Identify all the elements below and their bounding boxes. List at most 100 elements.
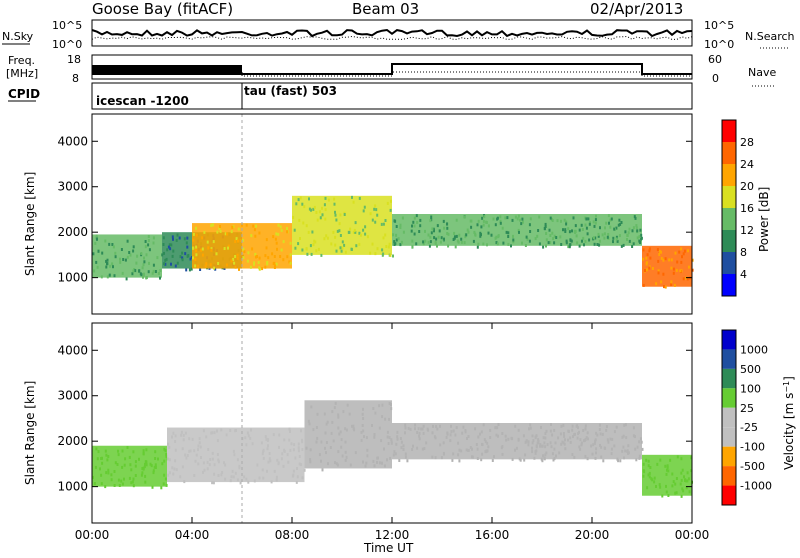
power-colorbar-tick: 12 (740, 224, 754, 237)
velocity-echo-speckle (225, 433, 228, 437)
power-echo-speckle (303, 205, 306, 209)
power-echo-speckle (289, 253, 292, 257)
velocity-echo-speckle (571, 428, 574, 432)
velocity-echo-speckle (383, 447, 385, 451)
power-echo-speckle (380, 222, 383, 226)
power-echo-speckle (382, 222, 385, 226)
power-ytick-label: 2000 (57, 225, 88, 239)
velocity-echo-speckle (537, 438, 540, 442)
velocity-echo-speckle (330, 431, 333, 435)
power-echo-speckle (276, 247, 278, 251)
power-echo-speckle (443, 237, 445, 241)
power-echo-speckle (369, 212, 372, 216)
velocity-echo-speckle (555, 454, 557, 458)
velocity-echo-speckle (203, 468, 206, 472)
power-echo-speckle (210, 224, 213, 227)
velocity-echo-speckle (381, 415, 384, 419)
power-echo-speckle (243, 250, 246, 254)
velocity-echo-speckle (586, 431, 589, 435)
power-echo-speckle (321, 213, 324, 217)
power-echo-speckle (411, 239, 414, 243)
power-echo-speckle (119, 257, 121, 261)
power-echo-speckle (186, 245, 189, 249)
power-echo-speckle (598, 243, 601, 247)
power-echo-speckle (496, 242, 499, 246)
velocity-echo-speckle (216, 453, 219, 456)
power-echo-speckle (209, 263, 212, 267)
velocity-echo-speckle (381, 403, 384, 407)
velocity-echo-speckle (590, 444, 593, 448)
power-echo-speckle (494, 223, 497, 227)
power-echo-speckle (560, 243, 563, 246)
velocity-echo-speckle (610, 452, 613, 456)
power-echo-speckle (199, 268, 202, 271)
station-title: Goose Bay (fitACF) (92, 0, 233, 18)
power-echo-speckle (324, 196, 327, 200)
power-echo-speckle (301, 202, 304, 206)
power-echo-speckle (528, 239, 531, 243)
power-panel: 1000 2000 3000 4000 Slant Range [km] 4 8 12 16… (23, 113, 771, 315)
velocity-echo-speckle (387, 442, 390, 445)
power-echo-speckle (569, 238, 572, 242)
power-echo-speckle (676, 260, 679, 264)
power-echo-speckle (609, 218, 612, 222)
velocity-echo-speckle (404, 431, 406, 435)
power-echo-speckle (114, 251, 117, 255)
power-echo-speckle (490, 233, 493, 237)
power-echo-speckle (545, 244, 547, 248)
velocity-echo-speckle (199, 445, 202, 449)
velocity-echo-speckle (338, 432, 341, 436)
velocity-echo-speckle (316, 412, 319, 416)
power-echo-speckle (384, 219, 387, 222)
time-xtick-label: 00:00 (75, 528, 110, 542)
velocity-echo-speckle (604, 446, 607, 450)
power-colorbar-tick: 8 (740, 246, 747, 259)
power-echo-speckle (151, 271, 154, 275)
velocity-echo-speckle (515, 446, 518, 450)
power-echo-speckle (275, 232, 278, 236)
velocity-echo-speckle (404, 452, 407, 456)
power-echo-speckle (446, 226, 449, 230)
velocity-echo-speckle (275, 478, 278, 482)
velocity-colorbar-tick: 1000 (740, 343, 768, 356)
velocity-echo-speckle (301, 438, 303, 442)
power-echo-speckle (646, 253, 649, 257)
power-echo-speckle (106, 262, 109, 266)
power-echo-speckle (586, 232, 589, 236)
velocity-echo-speckle (665, 484, 667, 488)
velocity-echo-speckle (541, 459, 544, 463)
velocity-echo-speckle (381, 461, 383, 465)
velocity-echo-speckle (202, 461, 205, 465)
power-ytick-label: 4000 (57, 134, 88, 148)
power-echo-speckle (675, 268, 678, 272)
velocity-echo-speckle (451, 458, 454, 462)
power-echo-speckle (470, 219, 473, 223)
power-echo-speckle (298, 218, 301, 222)
power-echo-speckle (334, 235, 337, 239)
power-echo-speckle (613, 227, 616, 231)
velocity-echo-speckle (399, 437, 402, 440)
power-echo-speckle (339, 246, 342, 250)
velocity-echo-region (392, 423, 642, 460)
velocity-echo-speckle (616, 457, 619, 461)
velocity-echo-speckle (621, 435, 624, 439)
power-echo-speckle (687, 249, 689, 253)
velocity-echo-speckle (243, 475, 246, 479)
power-echo-speckle (681, 255, 683, 259)
power-echo-speckle (581, 228, 584, 231)
velocity-echo-speckle (128, 476, 131, 480)
power-echo-speckle (492, 217, 495, 221)
power-echo-speckle (631, 245, 634, 248)
velocity-echo-speckle (362, 417, 365, 420)
velocity-echo-speckle (664, 464, 667, 468)
power-echo-speckle (607, 214, 610, 218)
velocity-echo-speckle (174, 459, 177, 463)
velocity-echo-speckle (489, 428, 492, 432)
velocity-echo-speckle (584, 424, 587, 428)
velocity-echo-speckle (454, 433, 457, 437)
velocity-echo-speckle (329, 446, 332, 449)
velocity-echo-speckle (450, 424, 452, 428)
power-echo-speckle (433, 229, 435, 233)
velocity-echo-speckle (549, 429, 552, 433)
